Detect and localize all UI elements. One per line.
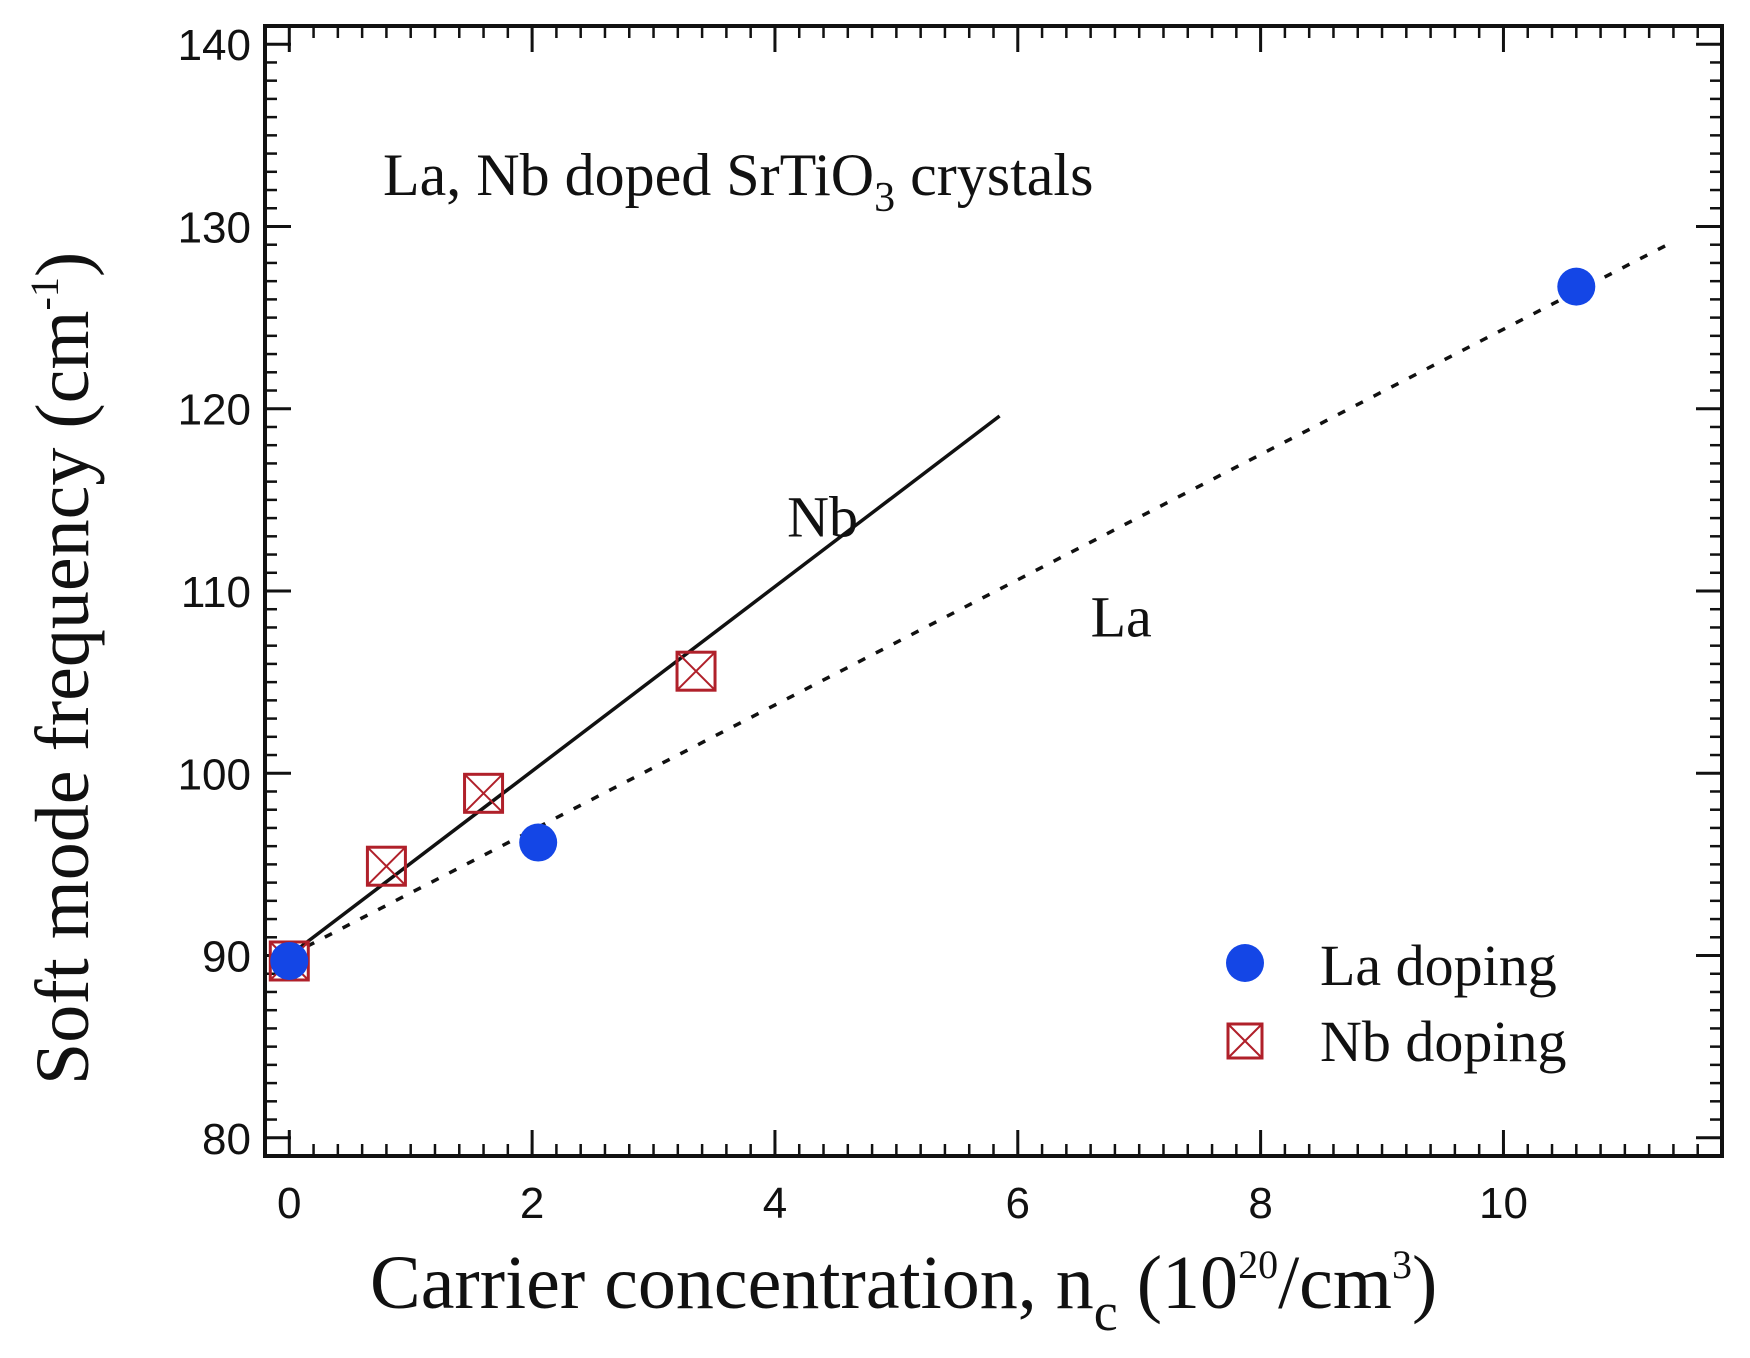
x-axis-label-sup2: 3 — [1392, 1242, 1412, 1287]
x-tick-labels: 0 2 4 6 8 10 — [277, 1179, 1528, 1228]
legend: La doping Nb doping — [1226, 933, 1567, 1074]
legend-marker-la — [1226, 944, 1264, 982]
x-tick-label: 2 — [520, 1179, 544, 1228]
point-la-doping — [1557, 267, 1596, 306]
point-la-doping — [270, 941, 309, 980]
x-axis-label-close: ) — [1412, 1241, 1437, 1325]
fit-line-la — [288, 243, 1669, 958]
fit-lines: Nb La — [288, 243, 1669, 958]
x-tick-label: 4 — [763, 1179, 787, 1228]
point-nb-doping — [365, 845, 407, 887]
annotation-subscript: 3 — [874, 175, 895, 221]
y-tick-label: 80 — [202, 1115, 251, 1164]
y-axis-label-sup: -1 — [22, 277, 67, 310]
fit-label-la: La — [1091, 585, 1152, 650]
y-axis-label-close: ) — [21, 252, 105, 277]
x-axis-label-open: (10 — [1118, 1241, 1238, 1325]
major-ticks — [265, 26, 1722, 1156]
y-tick-label: 100 — [178, 750, 251, 799]
y-axis-label-main: Soft mode frequency (cm — [21, 310, 105, 1085]
x-tick-label: 6 — [1006, 1179, 1030, 1228]
x-axis-label-sup1: 20 — [1238, 1242, 1278, 1287]
y-tick-label: 110 — [181, 568, 251, 617]
y-tick-label: 90 — [202, 933, 251, 982]
point-nb-doping — [463, 772, 505, 814]
y-tick-label: 140 — [178, 21, 251, 70]
x-tick-label: 10 — [1479, 1179, 1528, 1228]
y-tick-labels: 80 90 100 110 120 130 140 — [178, 21, 251, 1164]
x-axis-label: Carrier concentration, nc (1020/cm3) — [370, 1241, 1437, 1342]
x-axis-label-main: Carrier concentration, n — [370, 1241, 1094, 1325]
legend-label-la: La doping — [1320, 933, 1557, 998]
minor-ticks — [263, 24, 1724, 1158]
point-la-doping — [519, 823, 558, 862]
data-points — [268, 267, 1596, 982]
x-tick-label: 0 — [277, 1179, 301, 1228]
point-nb-doping — [675, 650, 717, 692]
y-axis-label: Soft mode frequency (cm-1) — [21, 252, 105, 1085]
fit-line-nb — [288, 414, 1001, 957]
y-tick-label: 130 — [178, 203, 251, 252]
legend-label-nb: Nb doping — [1320, 1009, 1567, 1074]
y-tick-label: 120 — [178, 386, 251, 435]
annotation-main: La, Nb doped SrTiO — [383, 142, 874, 208]
x-axis-label-mid: /cm — [1278, 1241, 1392, 1325]
x-tick-label: 8 — [1248, 1179, 1272, 1228]
legend-marker-nb — [1226, 1022, 1264, 1060]
fit-label-nb: Nb — [787, 484, 858, 549]
annotation-tail: crystals — [895, 142, 1093, 208]
x-axis-label-sub: c — [1094, 1282, 1118, 1342]
annotation-title: La, Nb doped SrTiO3 crystals — [383, 142, 1093, 221]
